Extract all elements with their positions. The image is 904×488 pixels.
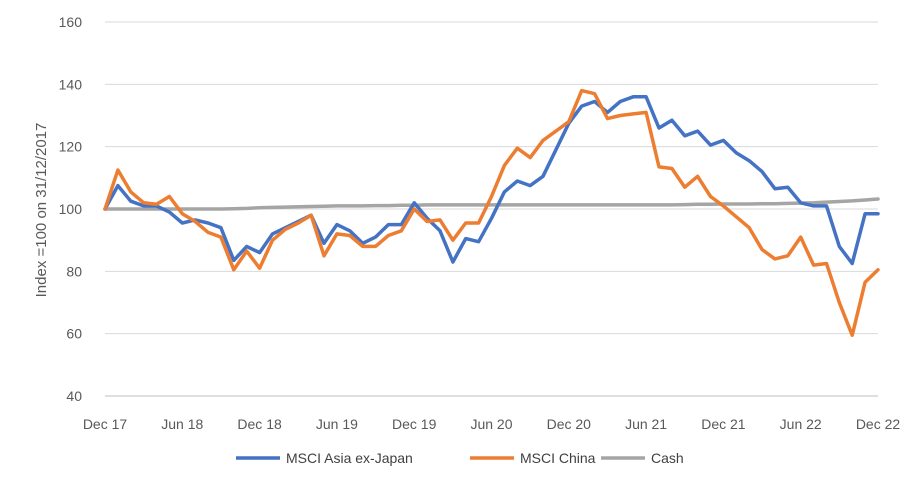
x-tick-label: Dec 21 xyxy=(701,416,746,432)
x-tick-label: Jun 19 xyxy=(316,416,358,432)
y-tick-label: 160 xyxy=(59,14,83,30)
x-tick-label: Jun 21 xyxy=(625,416,667,432)
x-tick-label: Jun 18 xyxy=(161,416,203,432)
x-tick-label: Dec 19 xyxy=(392,416,437,432)
series-line-msci-china xyxy=(103,88,880,337)
y-tick-label: 100 xyxy=(59,201,83,217)
y-tick-label: 40 xyxy=(66,388,82,404)
legend: MSCI Asia ex-Japan MSCI China Cash xyxy=(236,450,684,466)
legend-label: MSCI China xyxy=(520,450,596,466)
y-tick-labels: 40 60 80 100 120 140 160 xyxy=(59,14,83,404)
x-tick-labels: Dec 17 Jun 18 Dec 18 Jun 19 Dec 19 Jun 20 Dec … xyxy=(83,416,901,432)
x-tick-label: Dec 22 xyxy=(856,416,901,432)
x-tick-label: Dec 18 xyxy=(237,416,282,432)
y-tick-label: 80 xyxy=(66,263,82,279)
y-tick-label: 120 xyxy=(59,139,83,155)
y-tick-label: 140 xyxy=(59,76,83,92)
x-tick-label: Jun 20 xyxy=(470,416,512,432)
series-lines xyxy=(103,88,880,337)
x-tick-label: Jun 22 xyxy=(780,416,822,432)
y-axis-label: Index =100 on 31/12/2017 xyxy=(33,123,50,298)
legend-label: Cash xyxy=(651,450,684,466)
x-tick-label: Dec 17 xyxy=(83,416,128,432)
x-tick-label: Dec 20 xyxy=(547,416,592,432)
legend-label: MSCI Asia ex-Japan xyxy=(286,450,413,466)
y-tick-label: 60 xyxy=(66,326,82,342)
series-line-cash xyxy=(103,197,880,211)
series-line-msci-asia-ex-japan xyxy=(103,95,880,266)
